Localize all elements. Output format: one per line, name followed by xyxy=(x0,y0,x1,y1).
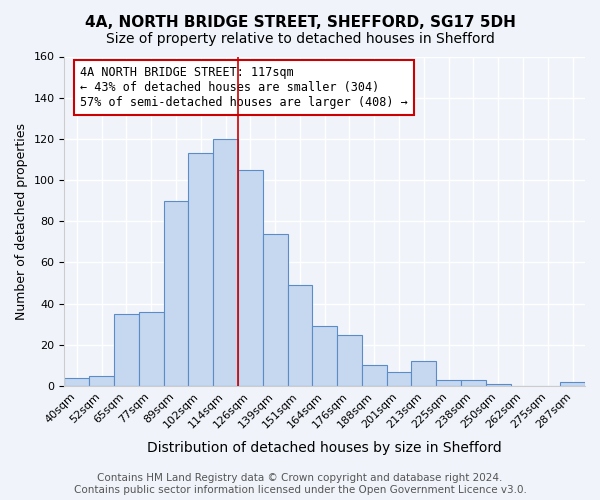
Bar xyxy=(114,314,139,386)
Bar xyxy=(238,170,263,386)
X-axis label: Distribution of detached houses by size in Shefford: Distribution of detached houses by size … xyxy=(148,441,502,455)
Bar xyxy=(461,380,486,386)
Bar xyxy=(139,312,164,386)
Bar xyxy=(164,200,188,386)
Text: Contains HM Land Registry data © Crown copyright and database right 2024.
Contai: Contains HM Land Registry data © Crown c… xyxy=(74,474,526,495)
Bar xyxy=(337,334,362,386)
Bar xyxy=(188,154,213,386)
Bar xyxy=(386,372,412,386)
Text: 4A, NORTH BRIDGE STREET, SHEFFORD, SG17 5DH: 4A, NORTH BRIDGE STREET, SHEFFORD, SG17 … xyxy=(85,15,515,30)
Bar xyxy=(213,139,238,386)
Bar xyxy=(263,234,287,386)
Bar xyxy=(313,326,337,386)
Text: Size of property relative to detached houses in Shefford: Size of property relative to detached ho… xyxy=(106,32,494,46)
Bar xyxy=(436,380,461,386)
Bar xyxy=(412,362,436,386)
Text: 4A NORTH BRIDGE STREET: 117sqm
← 43% of detached houses are smaller (304)
57% of: 4A NORTH BRIDGE STREET: 117sqm ← 43% of … xyxy=(80,66,408,110)
Bar xyxy=(287,285,313,386)
Bar xyxy=(89,376,114,386)
Y-axis label: Number of detached properties: Number of detached properties xyxy=(15,123,28,320)
Bar xyxy=(362,366,386,386)
Bar xyxy=(560,382,585,386)
Bar xyxy=(486,384,511,386)
Bar xyxy=(64,378,89,386)
